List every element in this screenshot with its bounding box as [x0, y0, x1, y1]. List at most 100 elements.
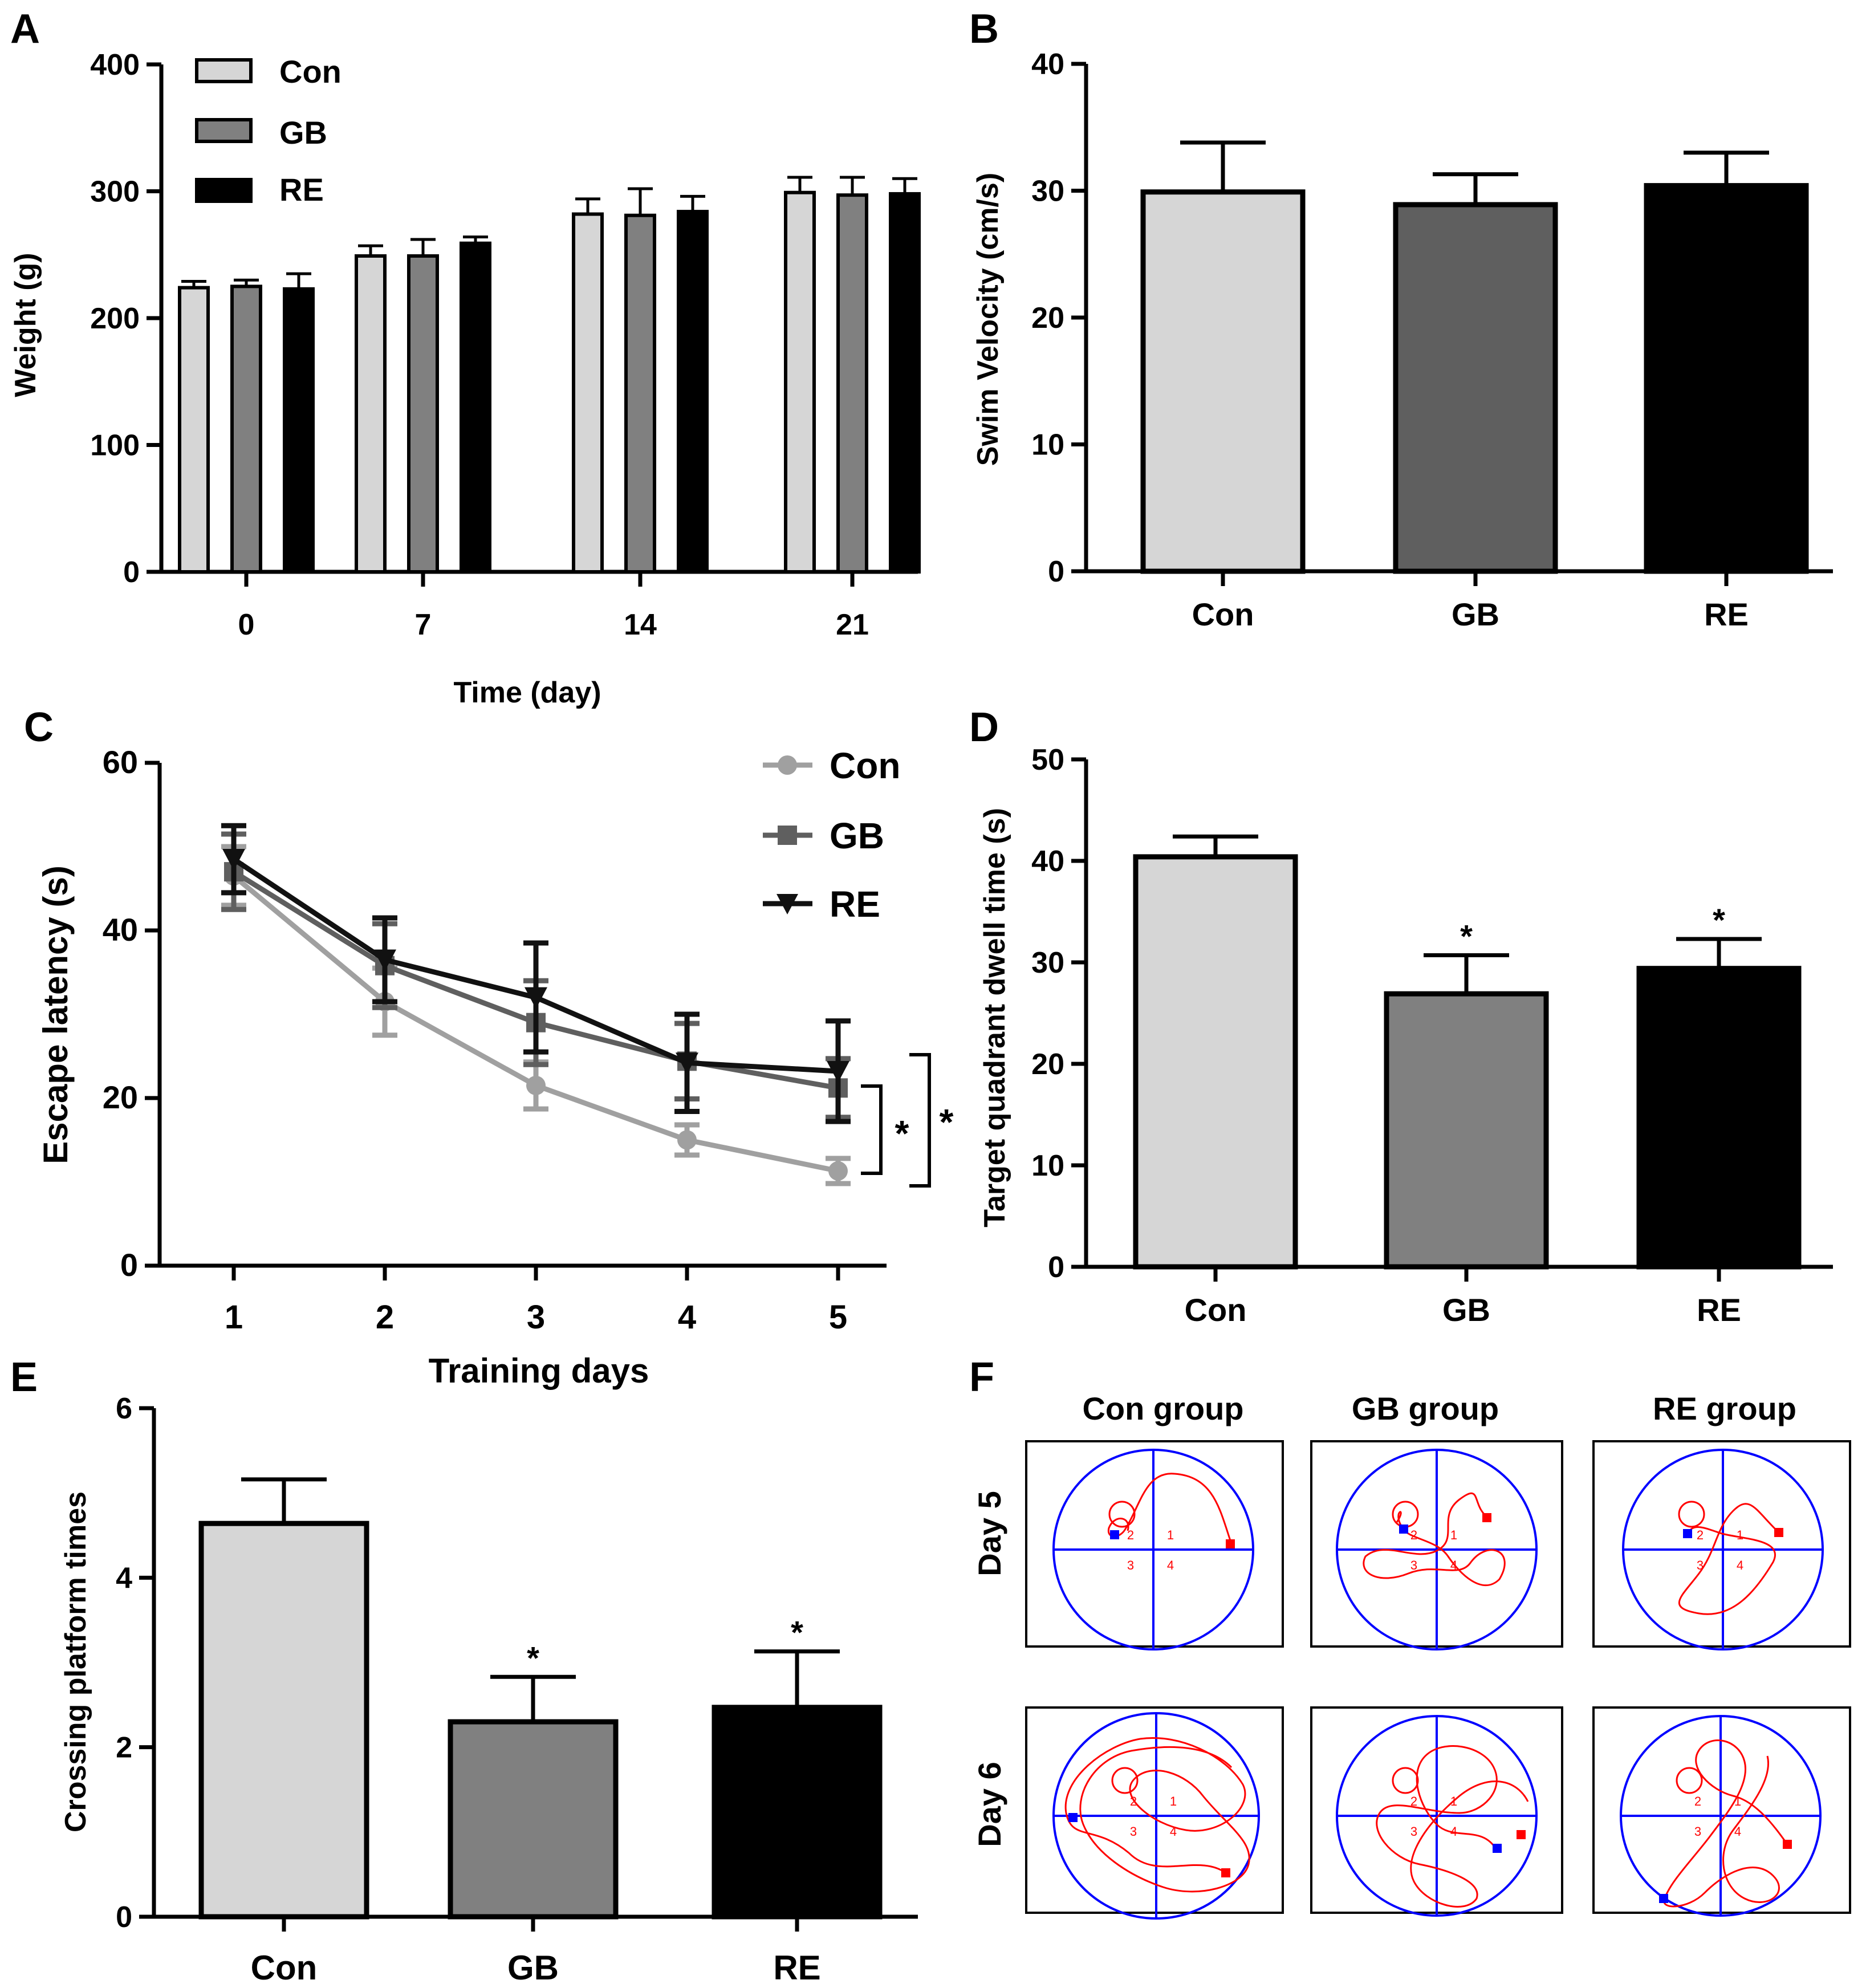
bar-con-day21	[784, 190, 816, 574]
panel-d-ylabel: Target quadrant dwell time (s)	[978, 808, 1011, 1227]
point-re	[222, 849, 245, 871]
maze-2-swim-track	[1363, 1492, 1506, 1587]
maze-5-quadrant-label: 2	[1410, 1794, 1417, 1808]
maze-5-quadrant-label: 4	[1450, 1824, 1457, 1839]
panel-letter-d: D	[969, 705, 999, 750]
maze-3-platform-ring	[1678, 1501, 1705, 1528]
legend-marker-re	[777, 894, 798, 914]
maze-6-quadrant-label: 2	[1694, 1794, 1701, 1808]
x-tick-label: GB	[1452, 596, 1499, 632]
y-tick-label: 0	[1048, 1251, 1064, 1284]
maze-1-quadrant-label: 2	[1127, 1528, 1134, 1542]
legend-swatch-con	[195, 58, 253, 83]
x-tick-label: 7	[415, 608, 432, 641]
point-re	[373, 949, 396, 971]
bar-gb	[448, 1719, 619, 1920]
bar-re	[1644, 183, 1809, 574]
maze-2-start-marker	[1482, 1513, 1491, 1522]
maze-5-swim-track	[1376, 1745, 1529, 1908]
x-tick-label: 5	[829, 1299, 847, 1336]
panel-a-ylabel: Weight (g)	[9, 253, 42, 397]
point-re	[827, 1060, 849, 1083]
maze-6-quadrant-label: 3	[1694, 1824, 1701, 1839]
maze-5-platform-ring	[1392, 1767, 1419, 1794]
point-con	[828, 1161, 848, 1181]
panel-letter-a: A	[10, 6, 40, 52]
maze-4-quadrant-label: 1	[1170, 1794, 1177, 1808]
maze-6-quadrant-label: 4	[1734, 1824, 1741, 1839]
y-tick-label: 4	[116, 1562, 132, 1595]
y-tick-label: 6	[116, 1392, 132, 1425]
y-tick-label: 400	[90, 48, 140, 82]
y-tick-label: 0	[123, 556, 140, 589]
x-tick-label: RE	[1704, 596, 1749, 632]
maze-3-quadrant-label: 3	[1697, 1558, 1704, 1572]
legend-label-re: RE	[279, 172, 324, 208]
panel-letter-b: B	[969, 6, 999, 52]
maze-2-quadrant-label: 3	[1410, 1558, 1417, 1572]
x-tick-label: 0	[238, 608, 255, 641]
y-tick-label: 10	[1031, 429, 1064, 462]
maze-5-start-marker	[1517, 1830, 1526, 1839]
maze-3-quadrant-label: 4	[1737, 1558, 1743, 1572]
legend-label-con: Con	[279, 54, 342, 90]
maze-4-platform-ring	[1111, 1767, 1139, 1794]
x-tick-label: 14	[624, 608, 657, 641]
legend-marker-con	[778, 755, 797, 775]
panel-a-legend: Con GB RE	[195, 54, 342, 208]
bar-gb	[1393, 202, 1558, 574]
maze-6-start-marker	[1783, 1840, 1792, 1849]
panel-c-xlabel: Training days	[429, 1352, 649, 1390]
y-tick-label: 0	[120, 1247, 138, 1283]
panel-c-ylabel: Escape latency (s)	[36, 865, 75, 1164]
bar-gb	[1384, 991, 1549, 1270]
bar-re-day21	[889, 192, 921, 574]
maze-3-end-marker	[1683, 1529, 1692, 1538]
maze-1-quadrant-label: 4	[1167, 1558, 1174, 1572]
bar-gb-day7	[407, 254, 439, 574]
panel-a-xlabel: Time (day)	[453, 676, 601, 709]
maze-row-header-day6: Day 6	[971, 1762, 1007, 1847]
maze-3-quadrant-label: 2	[1697, 1528, 1704, 1542]
bar-re-day0	[283, 287, 315, 574]
legend-label-c-re: RE	[830, 884, 880, 925]
maze-3-start-marker	[1774, 1528, 1783, 1537]
significance-star: *	[940, 1101, 954, 1143]
bar-con	[198, 1521, 369, 1920]
x-tick-label: RE	[1697, 1292, 1741, 1328]
bar-gb-day21	[836, 193, 868, 574]
bar-gb-day0	[230, 284, 262, 574]
significance-star: *	[1713, 902, 1725, 938]
y-tick-label: 200	[90, 302, 140, 335]
y-tick-label: 0	[1048, 555, 1064, 588]
maze-4-end-marker	[1068, 1813, 1078, 1822]
x-tick-label: 2	[376, 1299, 394, 1336]
legend-marker-gb	[778, 826, 797, 845]
maze-1-end-marker	[1110, 1530, 1119, 1539]
bar-gb-day14	[624, 213, 656, 574]
bar-con	[1140, 189, 1306, 574]
x-tick-label: 21	[836, 608, 869, 641]
bar-re	[1636, 966, 1802, 1270]
panel-letter-c: C	[24, 705, 54, 750]
maze-6-platform-ring	[1676, 1767, 1703, 1794]
legend-label-c-gb: GB	[830, 815, 884, 856]
x-tick-label: GB	[1442, 1292, 1490, 1328]
bar-con	[1133, 854, 1298, 1270]
bar-con-day14	[572, 212, 604, 574]
y-tick-label: 30	[1031, 946, 1064, 979]
significance-bracket-gb	[861, 1084, 883, 1175]
significance-bracket-re	[909, 1053, 931, 1188]
maze-5-quadrant-label: 3	[1410, 1824, 1417, 1839]
bar-re-day14	[677, 210, 709, 574]
maze-1-quadrant-label: 1	[1167, 1528, 1174, 1542]
point-re	[676, 1052, 698, 1075]
maze-1-platform-ring	[1108, 1501, 1136, 1528]
y-tick-label: 300	[90, 176, 140, 209]
legend-swatch-re	[195, 178, 253, 203]
point-con	[526, 1075, 546, 1095]
y-tick-label: 100	[90, 429, 140, 462]
y-tick-label: 40	[103, 912, 138, 948]
maze-4-swim-track	[1064, 1737, 1250, 1893]
y-tick-label: 0	[116, 1901, 132, 1934]
